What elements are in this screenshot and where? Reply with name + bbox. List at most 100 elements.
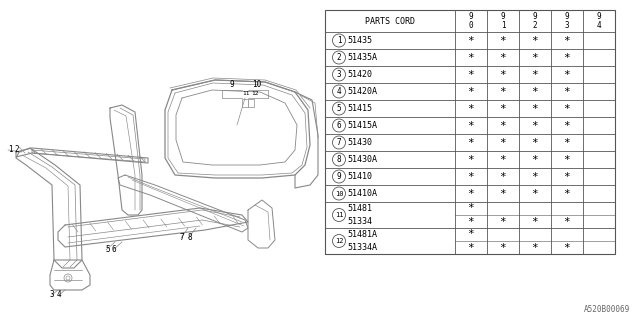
Text: *: * bbox=[532, 188, 538, 198]
Text: *: * bbox=[500, 172, 506, 181]
Text: 7: 7 bbox=[180, 233, 184, 242]
Text: *: * bbox=[564, 138, 570, 148]
Text: *: * bbox=[532, 86, 538, 97]
Text: 6: 6 bbox=[112, 245, 116, 254]
Text: *: * bbox=[468, 138, 474, 148]
Text: *: * bbox=[468, 69, 474, 79]
Text: 3: 3 bbox=[337, 70, 341, 79]
Bar bbox=[248, 99, 254, 107]
Text: *: * bbox=[500, 188, 506, 198]
Text: *: * bbox=[564, 217, 570, 227]
Circle shape bbox=[333, 153, 346, 166]
Text: 11: 11 bbox=[335, 212, 343, 218]
Circle shape bbox=[333, 34, 346, 47]
Text: 7: 7 bbox=[337, 138, 341, 147]
Text: *: * bbox=[532, 36, 538, 45]
Circle shape bbox=[333, 85, 346, 98]
Text: 51410: 51410 bbox=[347, 172, 372, 181]
Circle shape bbox=[64, 274, 72, 282]
Text: *: * bbox=[532, 52, 538, 62]
Text: *: * bbox=[532, 138, 538, 148]
Text: 51410A: 51410A bbox=[347, 189, 377, 198]
Text: *: * bbox=[468, 103, 474, 114]
Text: 10: 10 bbox=[252, 80, 261, 89]
Text: *: * bbox=[468, 36, 474, 45]
Text: 4: 4 bbox=[57, 290, 61, 299]
Circle shape bbox=[333, 51, 346, 64]
Text: *: * bbox=[564, 188, 570, 198]
Text: 51420A: 51420A bbox=[347, 87, 377, 96]
Text: 51481A: 51481A bbox=[347, 230, 377, 239]
Text: *: * bbox=[564, 69, 570, 79]
Text: *: * bbox=[468, 217, 474, 227]
Text: *: * bbox=[564, 36, 570, 45]
Text: 9: 9 bbox=[230, 80, 235, 89]
Text: *: * bbox=[500, 243, 506, 252]
Text: *: * bbox=[468, 204, 474, 213]
Text: *: * bbox=[468, 229, 474, 239]
Text: *: * bbox=[532, 69, 538, 79]
Text: *: * bbox=[564, 52, 570, 62]
Circle shape bbox=[333, 102, 346, 115]
Text: 6: 6 bbox=[337, 121, 341, 130]
Text: A520B00069: A520B00069 bbox=[584, 305, 630, 314]
Text: 9: 9 bbox=[337, 172, 341, 181]
Text: 5: 5 bbox=[337, 104, 341, 113]
Text: 51430: 51430 bbox=[347, 138, 372, 147]
Text: *: * bbox=[468, 121, 474, 131]
Text: 9
2: 9 2 bbox=[532, 12, 538, 30]
Text: *: * bbox=[500, 36, 506, 45]
Text: 1: 1 bbox=[8, 145, 13, 154]
Text: *: * bbox=[564, 155, 570, 164]
Circle shape bbox=[333, 235, 346, 247]
Text: PARTS CORD: PARTS CORD bbox=[365, 17, 415, 26]
Text: *: * bbox=[468, 86, 474, 97]
Text: *: * bbox=[532, 155, 538, 164]
Circle shape bbox=[66, 276, 70, 280]
Text: *: * bbox=[564, 86, 570, 97]
Text: 51435A: 51435A bbox=[347, 53, 377, 62]
Text: *: * bbox=[468, 243, 474, 252]
Text: *: * bbox=[532, 172, 538, 181]
Text: 51334: 51334 bbox=[347, 217, 372, 226]
Text: *: * bbox=[532, 243, 538, 252]
Text: 9
4: 9 4 bbox=[596, 12, 602, 30]
Bar bbox=[242, 99, 248, 107]
Text: *: * bbox=[468, 52, 474, 62]
Text: 51415A: 51415A bbox=[347, 121, 377, 130]
Text: *: * bbox=[532, 121, 538, 131]
Text: *: * bbox=[564, 243, 570, 252]
Text: *: * bbox=[468, 172, 474, 181]
Text: 11: 11 bbox=[242, 91, 250, 96]
Text: 9
0: 9 0 bbox=[468, 12, 474, 30]
Text: *: * bbox=[500, 121, 506, 131]
Text: *: * bbox=[564, 172, 570, 181]
Text: *: * bbox=[532, 217, 538, 227]
Text: *: * bbox=[500, 138, 506, 148]
Text: *: * bbox=[468, 188, 474, 198]
Text: *: * bbox=[500, 86, 506, 97]
Text: *: * bbox=[500, 103, 506, 114]
Text: *: * bbox=[500, 52, 506, 62]
Text: 8: 8 bbox=[187, 233, 191, 242]
Text: 1: 1 bbox=[337, 36, 341, 45]
Text: *: * bbox=[564, 121, 570, 131]
Text: 9
3: 9 3 bbox=[564, 12, 570, 30]
Text: 5: 5 bbox=[105, 245, 109, 254]
Circle shape bbox=[333, 68, 346, 81]
Text: 2: 2 bbox=[337, 53, 341, 62]
Text: 51430A: 51430A bbox=[347, 155, 377, 164]
Text: *: * bbox=[500, 69, 506, 79]
Text: 51420: 51420 bbox=[347, 70, 372, 79]
Text: 51435: 51435 bbox=[347, 36, 372, 45]
Text: 4: 4 bbox=[337, 87, 341, 96]
Text: 8: 8 bbox=[337, 155, 341, 164]
Bar bbox=[325, 10, 615, 254]
Text: *: * bbox=[532, 103, 538, 114]
Text: 9
1: 9 1 bbox=[500, 12, 506, 30]
Text: 51415: 51415 bbox=[347, 104, 372, 113]
Text: 3: 3 bbox=[50, 290, 54, 299]
Text: 10: 10 bbox=[335, 190, 343, 196]
Text: 51334A: 51334A bbox=[347, 243, 377, 252]
Text: *: * bbox=[468, 155, 474, 164]
